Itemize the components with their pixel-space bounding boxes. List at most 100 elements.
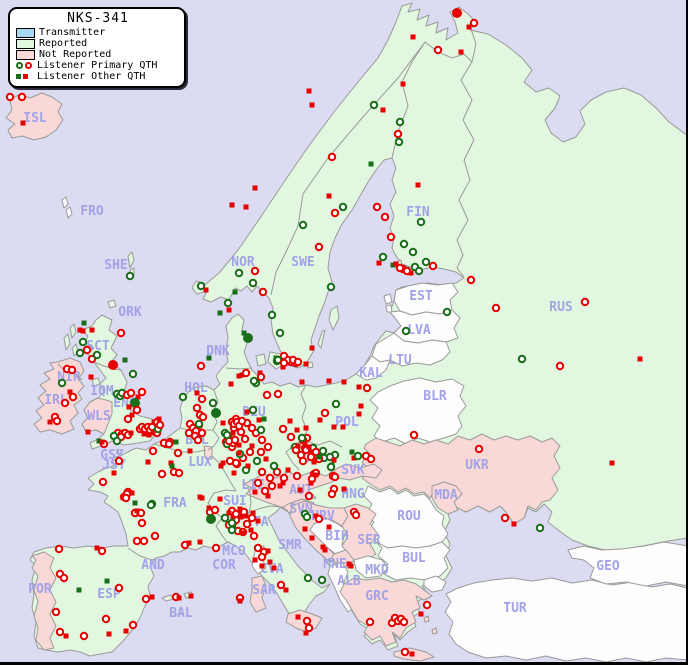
country-label-ROU: ROU xyxy=(397,509,421,524)
transmitter-swatch xyxy=(16,27,35,38)
country-label-GRC: GRC xyxy=(365,589,388,604)
region-aegean-island-2 xyxy=(431,627,438,635)
legend-item: Reported xyxy=(16,38,180,49)
listener-other-marker xyxy=(341,486,347,492)
listener-primary-marker xyxy=(132,536,142,546)
listener-primary-marker xyxy=(365,617,375,627)
listener-primary-marker xyxy=(223,298,233,308)
listener-primary-marker xyxy=(297,433,307,443)
country-label-ALB: ALB xyxy=(337,574,361,589)
listener-other-marker xyxy=(306,444,312,450)
listener-primary-marker xyxy=(68,392,78,402)
country-label-MDA: MDA xyxy=(434,488,458,503)
region-aegean-island-1 xyxy=(423,615,430,623)
listener-other-marker xyxy=(149,594,155,600)
listener-other-marker xyxy=(637,356,643,362)
listener-other-marker xyxy=(351,455,357,461)
listener-other-marker xyxy=(410,34,416,40)
listener-primary-marker xyxy=(242,519,252,529)
listener-primary-marker xyxy=(193,435,203,445)
legend-dot xyxy=(25,62,32,69)
listener-other-marker xyxy=(67,389,73,395)
listener-other-marker xyxy=(194,390,200,396)
listener-other-marker xyxy=(220,420,226,426)
large-dot-marker xyxy=(452,8,462,18)
listener-primary-marker xyxy=(208,398,218,408)
listener-other-marker xyxy=(303,425,309,431)
other-qth-icon xyxy=(16,73,33,81)
listener-other-marker xyxy=(302,441,308,447)
listener-other-marker xyxy=(309,102,315,108)
listener-primary-marker xyxy=(265,473,275,483)
listener-primary-marker xyxy=(211,543,221,553)
region-hebrides-2 xyxy=(63,333,71,351)
listener-primary-marker xyxy=(141,594,151,604)
listener-other-marker xyxy=(306,88,312,94)
listener-primary-marker xyxy=(302,512,312,522)
listener-other-marker xyxy=(409,651,415,657)
listener-primary-marker xyxy=(408,247,418,257)
listener-primary-marker xyxy=(303,573,313,583)
listener-other-marker xyxy=(252,489,258,495)
listener-other-marker xyxy=(145,459,151,465)
country-label-POR: POR xyxy=(28,582,52,597)
listener-other-marker xyxy=(376,260,382,266)
listener-primary-marker xyxy=(422,600,432,610)
listener-primary-marker xyxy=(256,425,266,435)
country-label-LTU: LTU xyxy=(388,353,412,368)
country-label-BUL: BUL xyxy=(402,551,426,566)
listener-primary-marker xyxy=(304,623,314,633)
listener-primary-marker xyxy=(121,493,131,503)
listener-other-marker xyxy=(320,544,326,550)
listener-primary-marker xyxy=(318,446,328,456)
listener-primary-marker xyxy=(293,357,303,367)
listener-other-marker xyxy=(294,427,300,433)
listener-other-marker xyxy=(76,587,82,593)
listener-other-marker xyxy=(313,513,319,519)
listener-primary-marker xyxy=(362,383,372,393)
listener-primary-marker xyxy=(132,405,142,415)
country-label-SWE: SWE xyxy=(291,255,314,270)
listener-other-marker xyxy=(238,514,244,520)
listener-primary-marker xyxy=(327,152,337,162)
listener-primary-marker xyxy=(57,378,67,388)
listener-other-marker xyxy=(188,593,194,599)
legend-item: Transmitter xyxy=(16,27,180,38)
listener-primary-marker xyxy=(469,18,479,28)
listener-primary-marker xyxy=(421,257,431,267)
listener-other-marker xyxy=(132,500,138,506)
listener-primary-marker xyxy=(256,372,266,382)
listener-other-marker xyxy=(241,330,247,336)
listener-primary-marker xyxy=(414,266,424,276)
listener-primary-marker xyxy=(428,261,438,271)
listener-primary-marker xyxy=(326,462,336,472)
country-label-HNG: HNG xyxy=(341,487,365,502)
listener-primary-marker xyxy=(125,271,135,281)
listener-other-marker xyxy=(308,480,314,486)
listener-other-marker xyxy=(309,345,315,351)
country-label-FIN: FIN xyxy=(406,205,430,220)
listener-other-marker xyxy=(244,409,250,415)
listener-primary-marker xyxy=(114,456,124,466)
listener-other-marker xyxy=(256,417,262,423)
country-label-SHE: SHE xyxy=(104,258,127,273)
listener-primary-marker xyxy=(75,348,85,358)
listener-primary-marker xyxy=(491,303,501,313)
listener-other-marker xyxy=(348,563,354,569)
listener-other-marker xyxy=(230,430,236,436)
listener-other-marker xyxy=(609,460,615,466)
listener-other-marker xyxy=(197,539,203,545)
region-gotland xyxy=(328,305,340,331)
listener-other-marker xyxy=(245,463,251,469)
listener-other-marker xyxy=(466,24,472,30)
listener-other-marker xyxy=(88,374,94,380)
listener-primary-marker xyxy=(314,514,324,524)
listener-other-marker xyxy=(331,424,337,430)
region-georgia xyxy=(567,541,686,587)
listener-other-marker xyxy=(271,565,277,571)
country-label-UKR: UKR xyxy=(465,458,489,473)
border-dnk-deu xyxy=(225,367,253,370)
listener-primary-marker xyxy=(262,390,272,400)
listener-primary-marker xyxy=(220,513,230,523)
